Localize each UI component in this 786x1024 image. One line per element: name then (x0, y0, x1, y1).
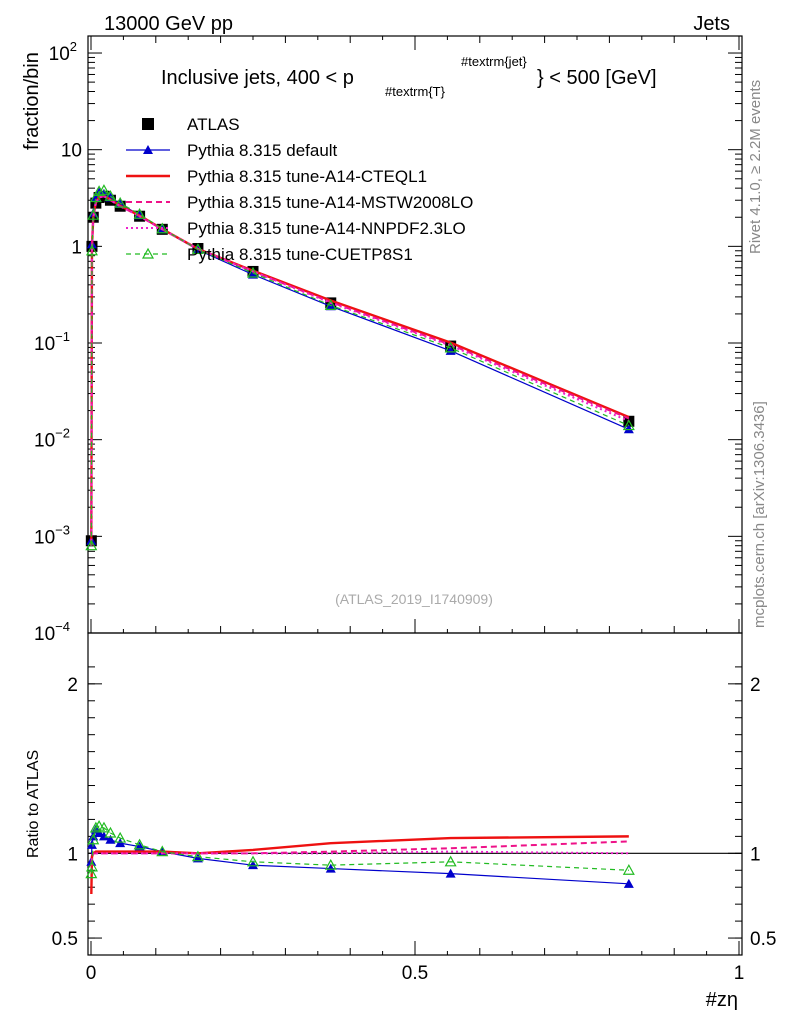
cuetp8s1-open-triangle-marker (444, 855, 457, 867)
cuetp8s1-open-triangle-marker (191, 243, 204, 254)
ratio-ylabel: Ratio to ATLAS (25, 750, 42, 858)
cuetp8s1-open-triangle-marker (133, 207, 146, 219)
cuetp8s1-open-triangle-marker (97, 821, 110, 833)
main-ylabel: fraction/bin (21, 52, 43, 150)
default-triangle-marker (98, 831, 109, 841)
y-tick-label: 102 (49, 39, 77, 65)
y-tick-label: 10−4 (34, 619, 70, 645)
cuetp8s1-open-triangle-marker (141, 247, 155, 259)
ratio-y-tick-label-right: 1 (750, 844, 761, 865)
jets-label: Jets (693, 13, 730, 35)
ratio-axis-ticks: 0.5 0.51 12 20 0.5 1 (52, 666, 776, 984)
legend-label: Pythia 8.315 tune-CUETP8S1 (187, 245, 413, 264)
energy-label: 13000 GeV pp (104, 13, 233, 35)
x-tick-label: 0 (86, 963, 97, 984)
y-tick-label: 10 (61, 141, 82, 162)
y-tick-label: 10−1 (34, 329, 70, 355)
default-triangle-marker (325, 863, 336, 873)
cuetp8s1-open-triangle-marker (85, 244, 98, 256)
ratio-series-group (85, 819, 635, 895)
y-tick-label: 10−3 (34, 522, 70, 548)
cuetp8s1-open-triangle-marker (324, 299, 337, 310)
cuetp8s1-open-triangle-marker (87, 833, 100, 845)
title-tail: } < 500 [GeV] (537, 67, 657, 89)
mstw-series-line (90, 840, 629, 866)
legend: ATLAS Pythia 8.315 default Pythia 8.315 tu… (126, 115, 473, 264)
cuetp8s1-open-triangle-marker (85, 860, 98, 872)
cuetp8s1-open-triangle-marker (324, 858, 337, 870)
analysis-id: (ATLAS_2019_I1740909) (335, 591, 493, 607)
nnpdf-series-line (90, 850, 629, 871)
cuetp8s1-open-triangle-marker (114, 196, 127, 208)
cuetp8s1-open-triangle-marker (104, 189, 117, 201)
main-axis-ticks: 102 10 1 10−1 10−2 10−3 10−4 (34, 36, 742, 645)
cuetp8s1-open-triangle-marker (89, 821, 102, 833)
x-tick-label: 0.5 (402, 963, 428, 984)
ratio-y-tick-label-right: 2 (750, 675, 761, 696)
ratio-y-tick-label-right: 0.5 (750, 929, 776, 950)
default-triangle-marker (248, 269, 258, 279)
cuetp8s1-open-triangle-marker (93, 819, 106, 831)
x-axis-label: #zη (706, 989, 738, 1011)
legend-label: Pythia 8.315 tune-A14-CTEQL1 (187, 167, 427, 186)
default-triangle-marker (143, 145, 153, 154)
cuetp8s1-open-triangle-marker (85, 539, 98, 551)
plot-title: Inclusive jets, 400 < p #textrm{T} #text… (161, 54, 657, 99)
ratio-y-tick-label: 1 (67, 844, 78, 865)
legend-label: Pythia 8.315 tune-A14-MSTW2008LO (187, 193, 473, 212)
cuetp8s1-open-triangle-marker (133, 838, 146, 850)
ratio-y-tick-label: 2 (67, 675, 78, 696)
legend-label: ATLAS (187, 115, 240, 134)
cuetp8s1-open-triangle-marker (89, 191, 102, 203)
default-triangle-marker (445, 345, 456, 355)
cuetp8s1-open-triangle-marker (246, 855, 260, 867)
cuetp8s1-open-triangle-marker (97, 184, 110, 195)
legend-label: Pythia 8.315 default (187, 141, 338, 160)
cuetp8s1-open-triangle-marker (114, 831, 127, 843)
rivet-label: Rivet 4.1.0, ≥ 2.2M events (747, 80, 764, 254)
title-subscript: #textrm{T} (385, 84, 446, 99)
ratio-frame (87, 632, 743, 956)
cuetp8s1-series-line (90, 825, 629, 874)
cuetp8s1-open-triangle-marker (85, 867, 98, 879)
default-triangle-marker (105, 834, 116, 844)
cuetp8s1-open-triangle-marker (246, 266, 260, 278)
cuetp8s1-open-triangle-marker (87, 208, 100, 220)
default-triangle-marker (623, 424, 634, 434)
ratio-y-tick-label: 0.5 (52, 929, 78, 950)
default-triangle-marker (445, 868, 456, 878)
default-triangle-marker (248, 860, 258, 870)
cuetp8s1-open-triangle-marker (622, 864, 635, 875)
legend-label: Pythia 8.315 tune-A14-NNPDF2.3LO (187, 219, 466, 238)
legend-atlas-marker (142, 118, 154, 130)
y-tick-label: 10−2 (34, 426, 70, 452)
title-main: Inclusive jets, 400 < p (161, 67, 354, 89)
cuetp8s1-open-triangle-marker (156, 845, 169, 857)
main-series-group (85, 184, 635, 551)
title-superscript: #textrm{jet} (461, 54, 527, 69)
mcplots-label: mcplots.cern.ch [arXiv:1306.3436] (751, 401, 768, 628)
cuetp8s1-open-triangle-marker (622, 419, 635, 431)
cuetp8s1-open-triangle-marker (93, 185, 106, 197)
cuetp8s1-series-line (90, 189, 630, 546)
cuetp8s1-open-triangle-marker (191, 850, 204, 862)
default-triangle-marker (623, 878, 634, 888)
cuetp8s1-open-triangle-marker (444, 341, 457, 353)
y-tick-label: 1 (71, 237, 82, 258)
x-tick-label: 1 (734, 963, 745, 984)
cteql1-series-line (90, 835, 629, 895)
cuetp8s1-open-triangle-marker (104, 826, 117, 838)
cuetp8s1-open-triangle-marker (156, 222, 169, 234)
